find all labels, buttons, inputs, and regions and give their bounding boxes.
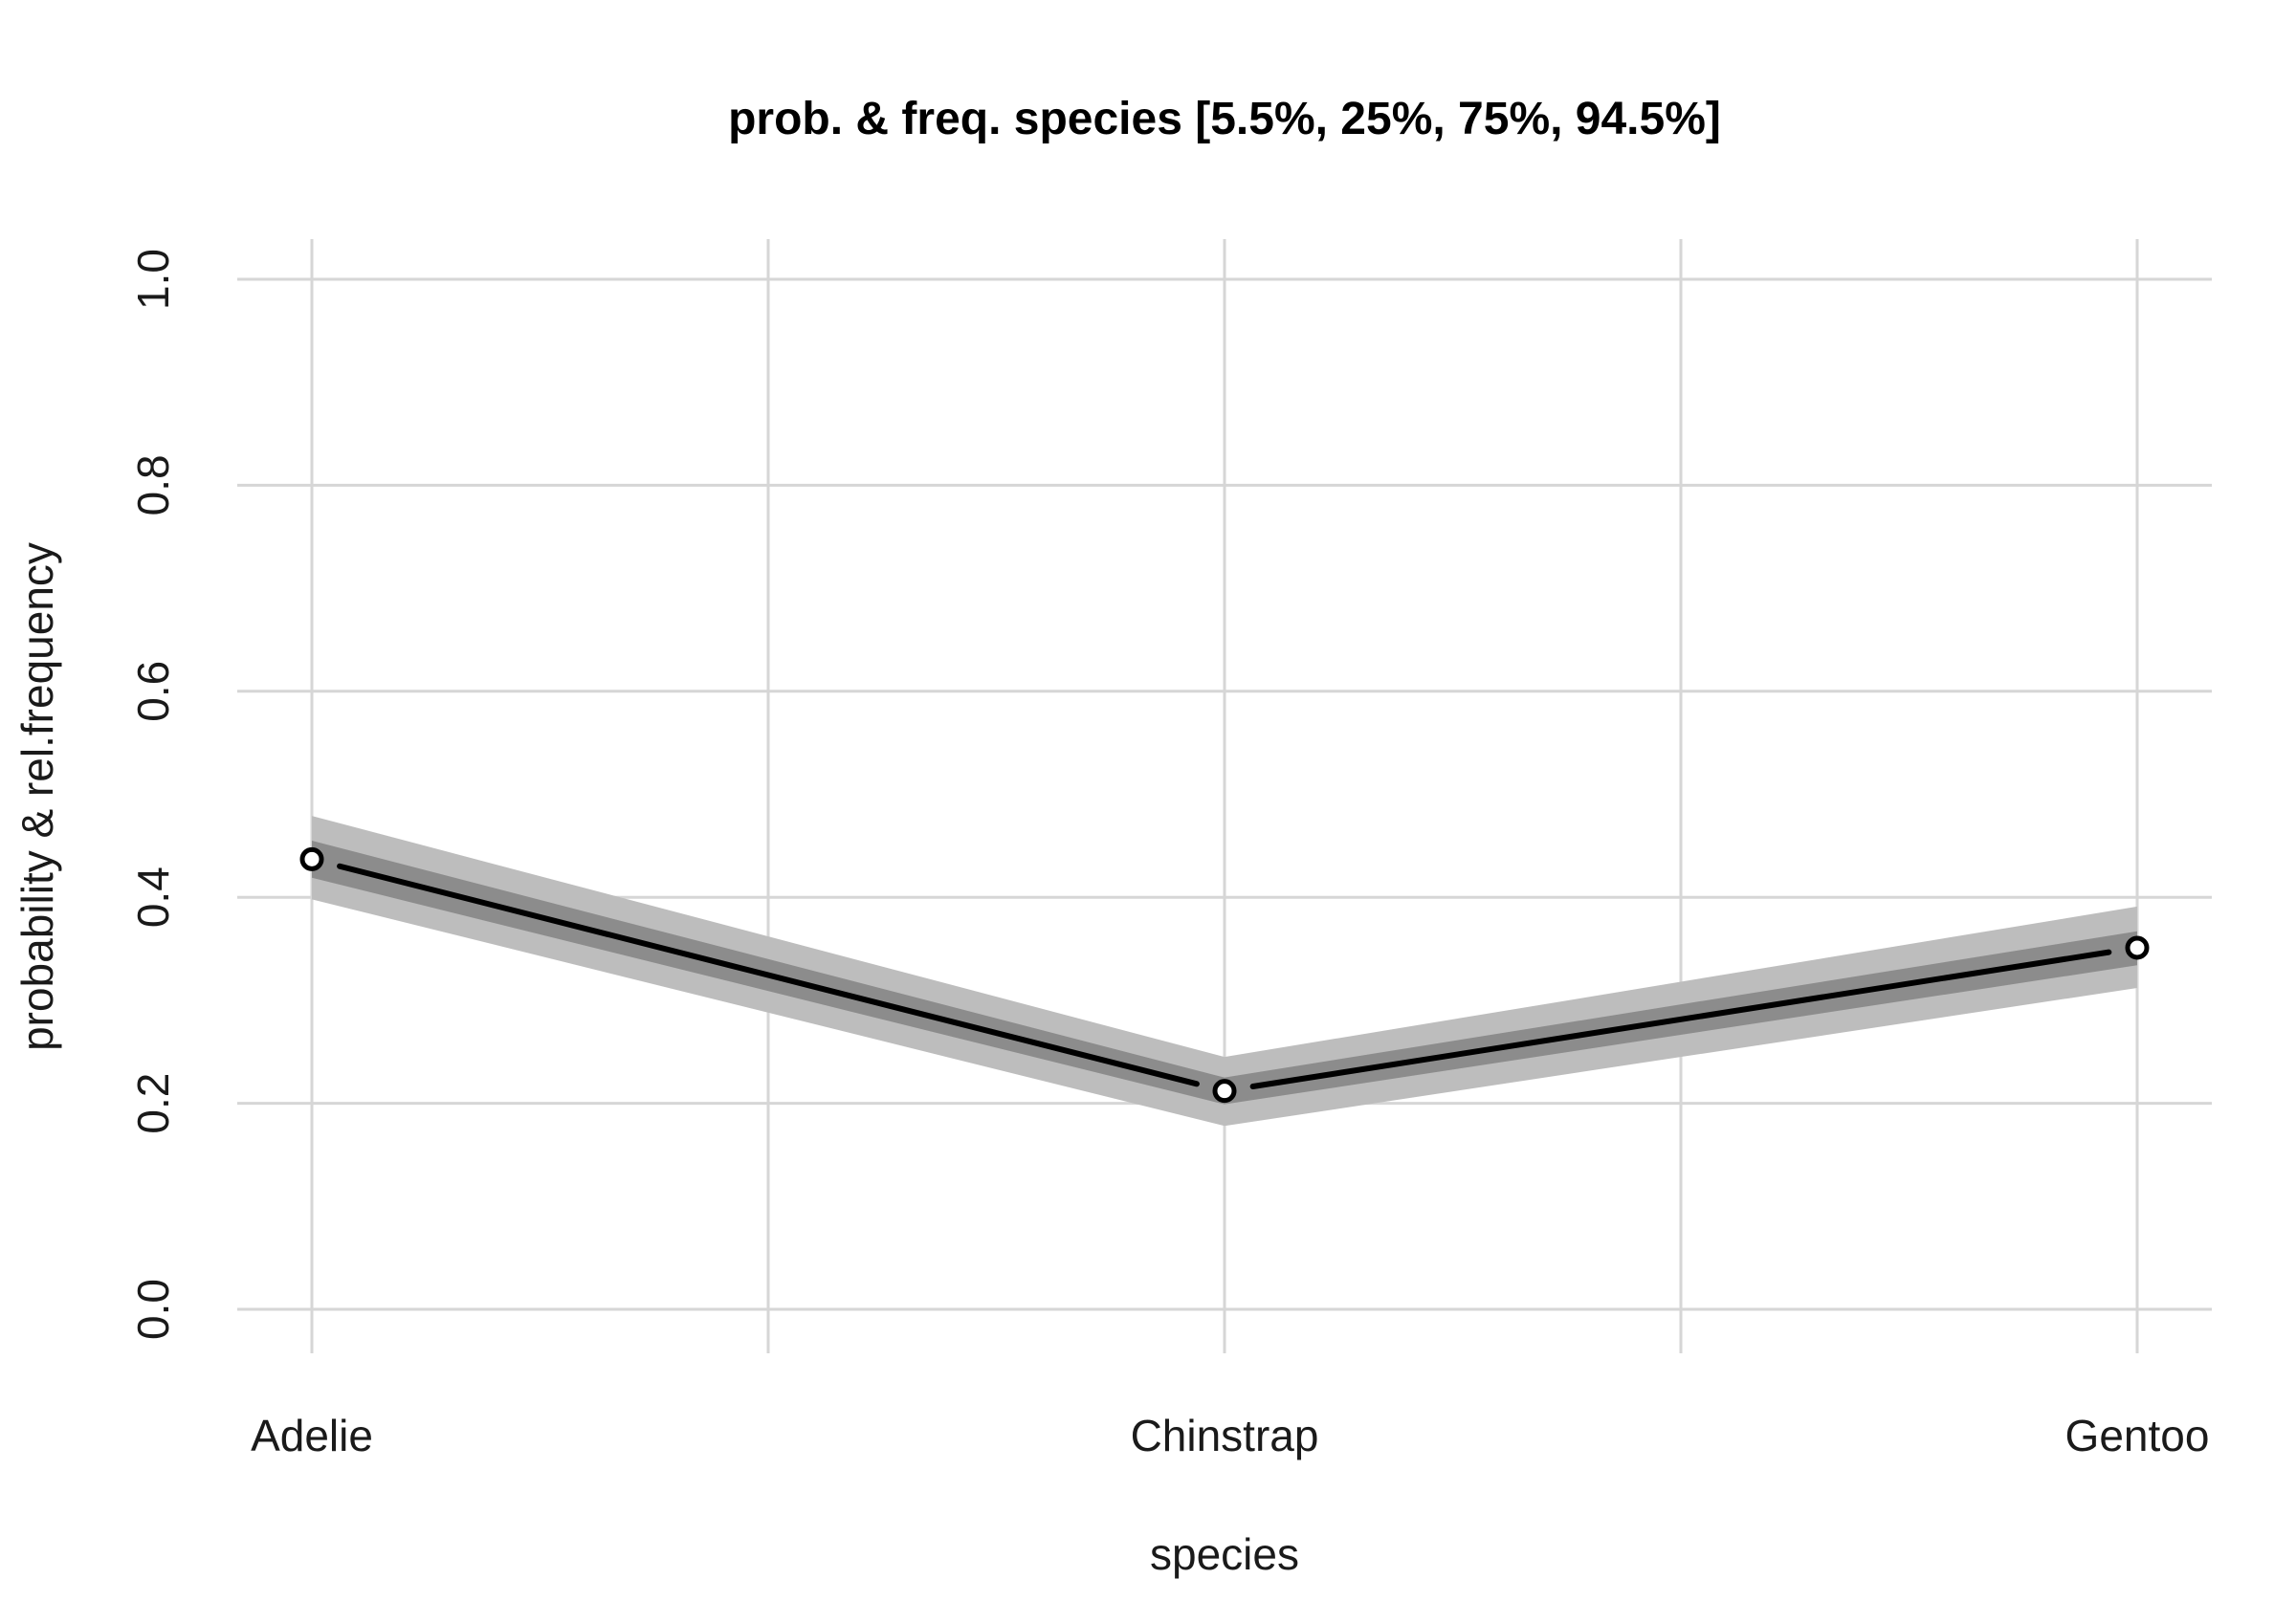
point-layer	[299, 846, 2150, 1104]
band-layer	[312, 816, 2137, 1127]
x-tick-label-gentoo: Gentoo	[2065, 1411, 2210, 1460]
y-tick-label: 0.6	[128, 661, 178, 722]
x-tick-label-chinstrap: Chinstrap	[1131, 1411, 1319, 1460]
data-point-chinstrap	[1212, 1079, 1237, 1104]
series-line-segment	[337, 863, 1200, 1087]
x-tick-label-adelie: Adelie	[251, 1411, 373, 1460]
chart-title: prob. & freq. species [5.5%, 25%, 75%, 9…	[728, 94, 1721, 144]
y-tick-label: 0.8	[128, 454, 178, 515]
y-tick-label: 0.2	[128, 1073, 178, 1134]
tick-layer: 0.0 0.2 0.4 0.6 0.8 1.0 Adelie Chinstrap Gentoo	[128, 249, 2209, 1460]
grid-layer	[237, 239, 2212, 1353]
y-tick-label: 0.0	[128, 1279, 178, 1340]
data-point-gentoo	[2125, 935, 2150, 960]
band-outer	[312, 816, 2137, 1127]
y-axis-label: probability & rel.frequency	[12, 542, 62, 1051]
y-tick-label: 1.0	[128, 249, 178, 310]
x-axis-label: species	[1150, 1529, 1299, 1579]
data-point-adelie	[299, 846, 324, 871]
series-line-segment	[1249, 949, 2112, 1090]
line-layer	[337, 863, 2112, 1090]
y-tick-label: 0.4	[128, 866, 178, 928]
